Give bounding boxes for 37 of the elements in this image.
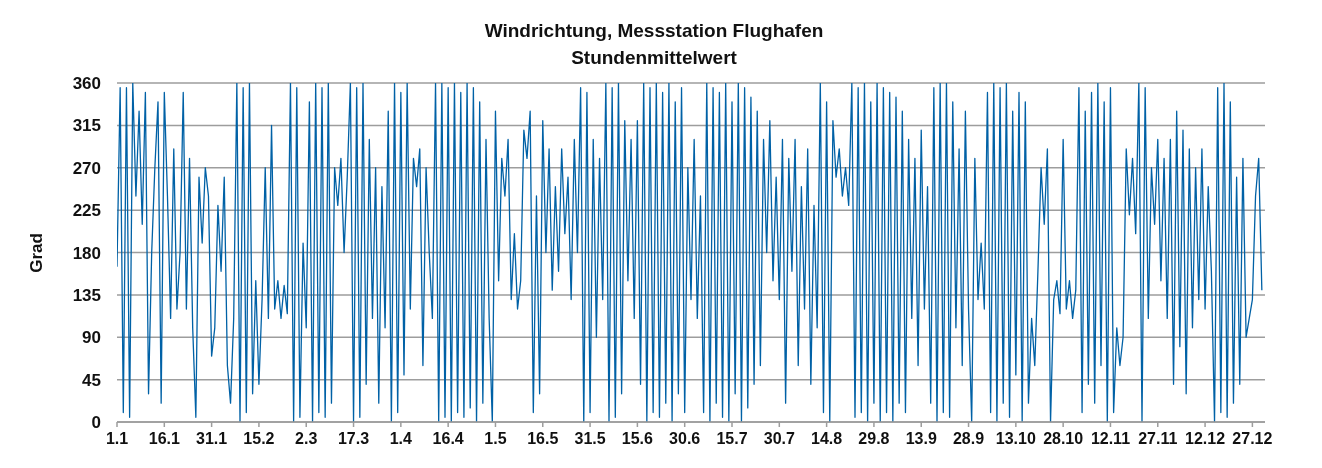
chart-title: Windrichtung, Messstation Flughafen <box>483 19 825 43</box>
y-tick-label: 90 <box>82 328 101 348</box>
x-tick-label: 27.12 <box>1232 430 1273 448</box>
y-axis-title: Grad <box>27 233 47 273</box>
x-tick-label: 12.12 <box>1185 430 1226 448</box>
x-tick-label: 27.11 <box>1138 430 1178 448</box>
y-tick-label: 225 <box>72 201 101 221</box>
x-tick-label: 14.8 <box>811 430 843 448</box>
x-tick-label: 15.7 <box>716 430 748 448</box>
y-tick-label: 45 <box>82 370 101 390</box>
y-tick-label: 0 <box>91 413 101 433</box>
chart-subtitle: Stundenmittelwert <box>570 46 738 70</box>
x-tick-label: 15.2 <box>243 430 275 448</box>
y-tick-label: 360 <box>72 74 101 94</box>
x-tick-label: 13.10 <box>995 430 1036 448</box>
x-tick-label: 31.1 <box>196 430 228 448</box>
x-tick-label: 16.1 <box>148 430 180 448</box>
x-tick-label: 31.5 <box>574 430 606 448</box>
x-tick-label: 1.5 <box>484 430 507 448</box>
x-tick-label: 30.7 <box>763 430 795 448</box>
x-tick-label: 28.9 <box>952 430 985 448</box>
x-tick-label: 1.4 <box>389 430 413 448</box>
x-tick-label: 17.3 <box>337 430 370 448</box>
y-tick-label: 135 <box>72 285 101 305</box>
x-tick-label: 29.8 <box>858 430 890 448</box>
x-tick-label: 13.9 <box>905 430 937 448</box>
y-tick-label: 270 <box>72 158 101 178</box>
x-tick-label: 16.4 <box>432 430 464 448</box>
x-tick-label: 16.5 <box>527 430 559 448</box>
y-tick-label: 315 <box>72 116 101 136</box>
x-tick-label: 28.10 <box>1043 430 1084 448</box>
x-tick-label: 12.11 <box>1090 430 1131 448</box>
x-tick-label: 30.6 <box>669 430 701 448</box>
x-tick-label: 1.1 <box>105 430 129 448</box>
x-tick-label: 15.6 <box>621 430 654 448</box>
x-tick-label: 2.3 <box>295 430 318 448</box>
y-tick-label: 180 <box>72 243 101 263</box>
